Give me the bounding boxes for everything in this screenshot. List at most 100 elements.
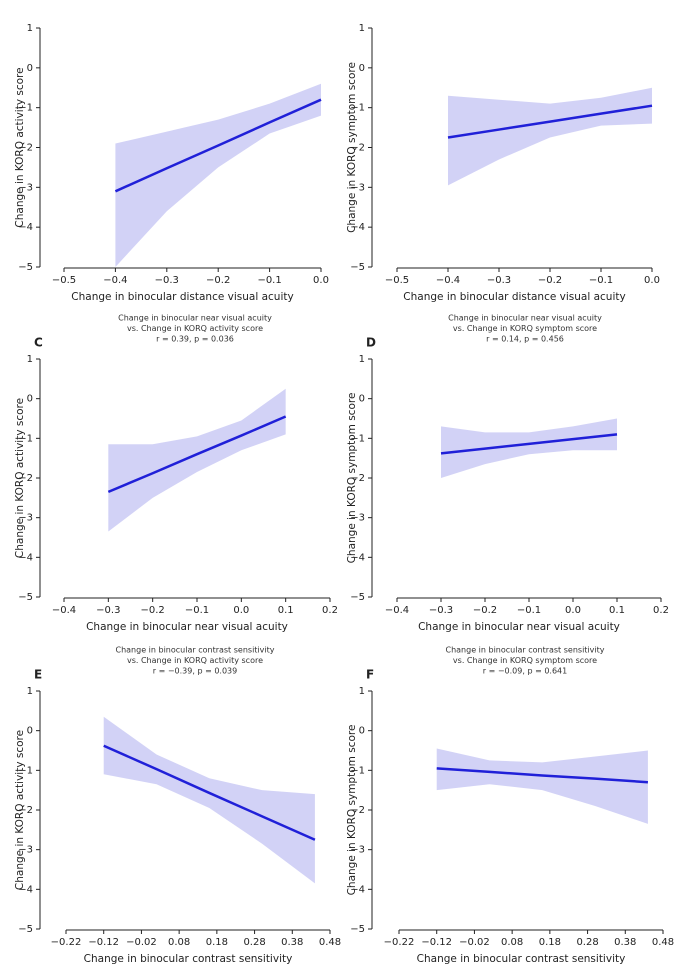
y-tick-label: −2 (18, 805, 33, 816)
x-tick-label: −0.22 (384, 937, 415, 948)
panel-label: E (34, 668, 42, 682)
x-tick-label: −0.2 (473, 605, 497, 616)
y-tick-label: −3 (18, 513, 33, 524)
x-tick-label: 0.48 (319, 937, 341, 948)
panel-label: F (366, 668, 374, 682)
panel-title: r = −0.39, p = 0.039 (153, 667, 237, 676)
x-tick-label: −0.12 (421, 937, 452, 948)
y-tick-label: −1 (18, 765, 33, 776)
x-tick-label: 0.0 (644, 275, 660, 286)
x-axis-label: Change in binocular distance visual acui… (403, 291, 625, 303)
x-tick-label: −0.3 (487, 275, 511, 286)
y-tick-label: 1 (27, 686, 33, 697)
confidence-band (115, 83, 322, 268)
y-tick-label: −1 (350, 103, 365, 114)
y-tick-label: −2 (18, 143, 33, 154)
y-tick-label: −4 (18, 884, 33, 895)
y-tick-label: −5 (350, 592, 365, 603)
x-axis-label: Change in binocular near visual acuity (86, 621, 288, 633)
y-axis-label: Change in KORQ symptom score (346, 62, 358, 233)
panel-title: r = 0.14, p = 0.456 (486, 335, 564, 344)
y-tick-label: 1 (359, 354, 365, 365)
confidence-band (448, 87, 652, 186)
x-tick-label: 0.28 (243, 937, 265, 948)
y-tick-label: −2 (350, 143, 365, 154)
x-tick-label: −0.3 (429, 605, 453, 616)
y-tick-label: −4 (18, 552, 33, 563)
regression-line (447, 104, 653, 139)
x-tick-label: 0.08 (168, 937, 190, 948)
y-axis-label: Change in KORQ activity score (14, 398, 26, 558)
x-tick-label: −0.4 (52, 605, 76, 616)
panel-title: Change in binocular contrast sensitivity (116, 646, 275, 655)
regression-line (436, 767, 648, 784)
confidence-band (436, 748, 648, 824)
y-tick-label: −3 (350, 513, 365, 524)
y-tick-label: −2 (350, 805, 365, 816)
x-tick-label: 0.1 (609, 605, 625, 616)
x-tick-label: −0.3 (96, 605, 120, 616)
y-tick-label: −4 (350, 884, 365, 895)
y-tick-label: −2 (350, 473, 365, 484)
y-tick-label: −2 (18, 473, 33, 484)
x-tick-label: 0.2 (653, 605, 669, 616)
y-tick-label: 0 (27, 63, 33, 74)
x-tick-label: 0.2 (322, 605, 338, 616)
x-tick-label: −0.1 (517, 605, 541, 616)
y-tick-label: −3 (350, 845, 365, 856)
x-tick-label: −0.5 (52, 275, 76, 286)
x-tick-label: −0.1 (589, 275, 613, 286)
y-tick-label: −3 (350, 182, 365, 193)
x-tick-label: −0.02 (459, 937, 490, 948)
x-tick-label: 0.0 (565, 605, 581, 616)
confidence-band (441, 418, 617, 478)
x-tick-label: 0.48 (652, 937, 674, 948)
y-tick-label: 1 (359, 23, 365, 34)
y-tick-label: −1 (350, 765, 365, 776)
y-axis-label: Change in KORQ symptom score (346, 725, 358, 896)
regression-line (114, 98, 322, 193)
x-tick-label: −0.5 (385, 275, 409, 286)
y-tick-label: −5 (18, 924, 33, 935)
x-tick-label: 0.38 (614, 937, 636, 948)
confidence-band (103, 716, 315, 884)
x-tick-label: −0.2 (206, 275, 230, 286)
x-tick-label: −0.3 (155, 275, 179, 286)
y-tick-label: −4 (350, 552, 365, 563)
x-tick-label: 0.28 (576, 937, 598, 948)
y-tick-label: −5 (350, 262, 365, 273)
panel-title: Change in binocular contrast sensitivity (446, 646, 605, 655)
y-tick-label: −4 (350, 222, 365, 233)
panel-label: C (34, 336, 43, 350)
y-tick-label: 0 (27, 726, 33, 737)
x-tick-label: −0.4 (436, 275, 460, 286)
x-tick-label: 0.08 (501, 937, 523, 948)
x-axis-label: Change in binocular near visual acuity (418, 621, 620, 633)
regression-line (107, 415, 287, 494)
panel-title: Change in binocular near visual acuity (118, 314, 272, 323)
x-tick-label: −0.12 (88, 937, 119, 948)
x-tick-label: 0.1 (278, 605, 294, 616)
regression-line (103, 744, 316, 841)
x-tick-label: −0.4 (385, 605, 409, 616)
regression-line (440, 433, 618, 455)
panel-label: D (366, 336, 376, 350)
y-tick-label: −1 (350, 433, 365, 444)
y-tick-label: −3 (18, 845, 33, 856)
y-tick-label: −5 (350, 924, 365, 935)
x-tick-label: 0.0 (313, 275, 329, 286)
panel-title: r = −0.09, p = 0.641 (483, 667, 567, 676)
y-tick-label: −1 (18, 103, 33, 114)
x-tick-label: 0.38 (281, 937, 303, 948)
x-tick-label: −0.22 (51, 937, 82, 948)
x-tick-label: −0.1 (257, 275, 281, 286)
x-axis-label: Change in binocular distance visual acui… (71, 291, 293, 303)
x-axis-label: Change in binocular contrast sensitivity (84, 953, 293, 965)
x-tick-label: −0.2 (141, 605, 165, 616)
panel-title: Change in binocular near visual acuity (448, 314, 602, 323)
y-tick-label: 0 (359, 726, 365, 737)
panel-title: vs. Change in KORQ symptom score (453, 324, 597, 333)
x-tick-label: −0.1 (185, 605, 209, 616)
y-axis-label: Change in KORQ activity score (14, 730, 26, 890)
x-tick-label: 0.18 (206, 937, 228, 948)
